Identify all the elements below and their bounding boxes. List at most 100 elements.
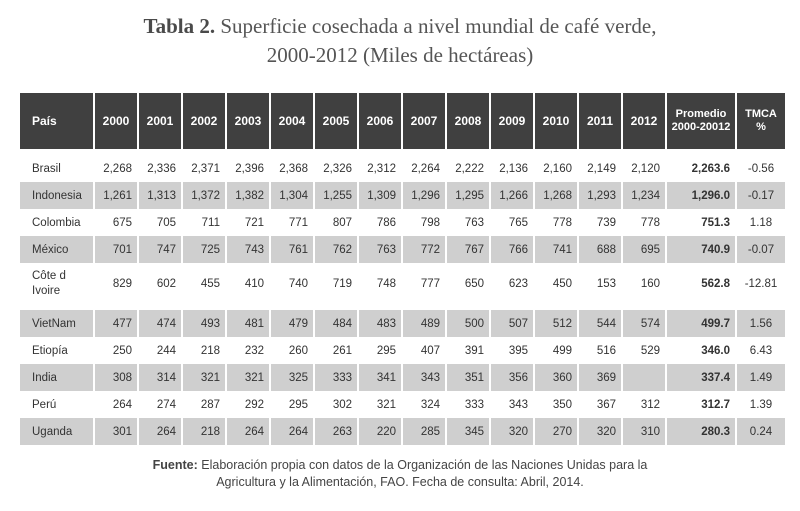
value-cell: 220 <box>359 418 401 445</box>
value-cell: 623 <box>508 277 528 290</box>
value-cell: 1,234 <box>623 182 665 209</box>
value-cell: 2,312 <box>367 162 396 175</box>
value-cell: 321 <box>376 398 396 411</box>
table-body: Brasil 2,268 2,336 2,371 2,396 2,368 2,326 2,31… <box>20 155 785 445</box>
country-cell: Colombia <box>32 216 81 229</box>
header-row: País 2000 2001 2002 2003 2004 2005 2006 … <box>20 93 785 155</box>
value-cell: 218 <box>183 418 225 445</box>
value-cell: 320 <box>579 418 621 445</box>
value-cell: 324 <box>420 398 440 411</box>
value-cell: 719 <box>332 277 352 290</box>
header-year: 2012 <box>623 93 665 155</box>
value-cell: 1,313 <box>139 182 181 209</box>
value-cell: 264 <box>112 398 132 411</box>
value-cell: 695 <box>623 236 665 263</box>
value-cell: 602 <box>156 277 176 290</box>
value-cell: 302 <box>332 398 352 411</box>
value-cell: 1,268 <box>535 182 577 209</box>
value-cell: 761 <box>271 236 313 263</box>
promedio-cell: 562.8 <box>701 277 730 290</box>
header-year: 2008 <box>447 93 489 155</box>
promedio-cell: 499.7 <box>667 305 735 337</box>
promedio-cell: 337.4 <box>667 364 735 391</box>
country-cell: Côte d Ivoire <box>32 270 66 297</box>
table-row: Colombia 675 705 711 721 771 807 786 798 763 765 77… <box>20 209 785 236</box>
value-cell: 2,136 <box>499 162 528 175</box>
value-cell: 395 <box>508 344 528 357</box>
header-year: 2010 <box>535 93 577 155</box>
header-year: 2009 <box>491 93 533 155</box>
value-cell: 778 <box>640 216 660 229</box>
value-cell: 777 <box>420 277 440 290</box>
header-year: 2000 <box>95 93 137 155</box>
value-cell: 741 <box>535 236 577 263</box>
value-cell: 2,120 <box>631 162 660 175</box>
value-cell: 312 <box>640 398 660 411</box>
value-cell: 260 <box>288 344 308 357</box>
promedio-cell: 751.3 <box>701 216 730 229</box>
value-cell: 343 <box>403 364 445 391</box>
header-year: 2007 <box>403 93 445 155</box>
value-cell: 574 <box>623 305 665 337</box>
value-cell: 264 <box>227 418 269 445</box>
value-cell: 740 <box>288 277 308 290</box>
value-cell: 356 <box>491 364 533 391</box>
value-cell: 321 <box>227 364 269 391</box>
country-cell: Indonesia <box>20 182 93 209</box>
value-cell: 263 <box>315 418 357 445</box>
value-cell: 747 <box>139 236 181 263</box>
value-cell: 153 <box>596 277 616 290</box>
value-cell: 484 <box>315 305 357 337</box>
value-cell: 479 <box>271 305 313 337</box>
header-year: 2006 <box>359 93 401 155</box>
value-cell: 1,261 <box>95 182 137 209</box>
value-cell: 767 <box>447 236 489 263</box>
value-cell: 410 <box>244 277 264 290</box>
promedio-cell: 2,263.6 <box>691 162 730 175</box>
value-cell: 333 <box>464 398 484 411</box>
value-cell: 771 <box>288 216 308 229</box>
value-cell: 367 <box>596 398 616 411</box>
value-cell: 807 <box>332 216 352 229</box>
header-year: 2002 <box>183 93 225 155</box>
value-cell: 1,372 <box>183 182 225 209</box>
value-cell: 360 <box>535 364 577 391</box>
header-year: 2005 <box>315 93 357 155</box>
value-cell: 455 <box>200 277 220 290</box>
value-cell: 499 <box>552 344 572 357</box>
tmca-cell: 0.24 <box>737 418 785 445</box>
value-cell: 763 <box>464 216 484 229</box>
table-row: Uganda 301 264 218 264 264 263 220 285 345 320 270 3… <box>20 418 785 445</box>
table-row: Brasil 2,268 2,336 2,371 2,396 2,368 2,326 2,31… <box>20 155 785 182</box>
value-cell: 1,309 <box>359 182 401 209</box>
tmca-cell: -12.81 <box>744 277 778 290</box>
value-cell: 711 <box>201 216 220 229</box>
value-cell: 778 <box>552 216 572 229</box>
value-cell: 310 <box>623 418 665 445</box>
promedio-cell: 1,296.0 <box>667 182 735 209</box>
tmca-cell: 1.56 <box>737 305 785 337</box>
value-cell: 2,368 <box>279 162 308 175</box>
value-cell: 314 <box>139 364 181 391</box>
value-cell: 688 <box>579 236 621 263</box>
table-row: Perú 264 274 287 292 295 302 321 324 333 343 350 367… <box>20 391 785 418</box>
value-cell: 743 <box>227 236 269 263</box>
value-cell: 762 <box>315 236 357 263</box>
note-text-1: Elaboración propia con datos de la Organ… <box>201 458 648 472</box>
header-year: 2001 <box>139 93 181 155</box>
value-cell: 516 <box>596 344 616 357</box>
title-line-1: Tabla 2. Superficie cosechada a nivel mu… <box>0 12 800 41</box>
value-cell: 232 <box>244 344 264 357</box>
value-cell: 270 <box>535 418 577 445</box>
value-cell: 2,264 <box>411 162 440 175</box>
value-cell: 325 <box>271 364 313 391</box>
value-cell: 1,295 <box>447 182 489 209</box>
value-cell: 748 <box>376 277 396 290</box>
value-cell: 650 <box>464 277 484 290</box>
tmca-cell: 1.49 <box>737 364 785 391</box>
value-cell: 261 <box>332 344 352 357</box>
value-cell: 512 <box>535 305 577 337</box>
value-cell: 474 <box>139 305 181 337</box>
value-cell: 345 <box>447 418 489 445</box>
value-cell: 725 <box>183 236 225 263</box>
